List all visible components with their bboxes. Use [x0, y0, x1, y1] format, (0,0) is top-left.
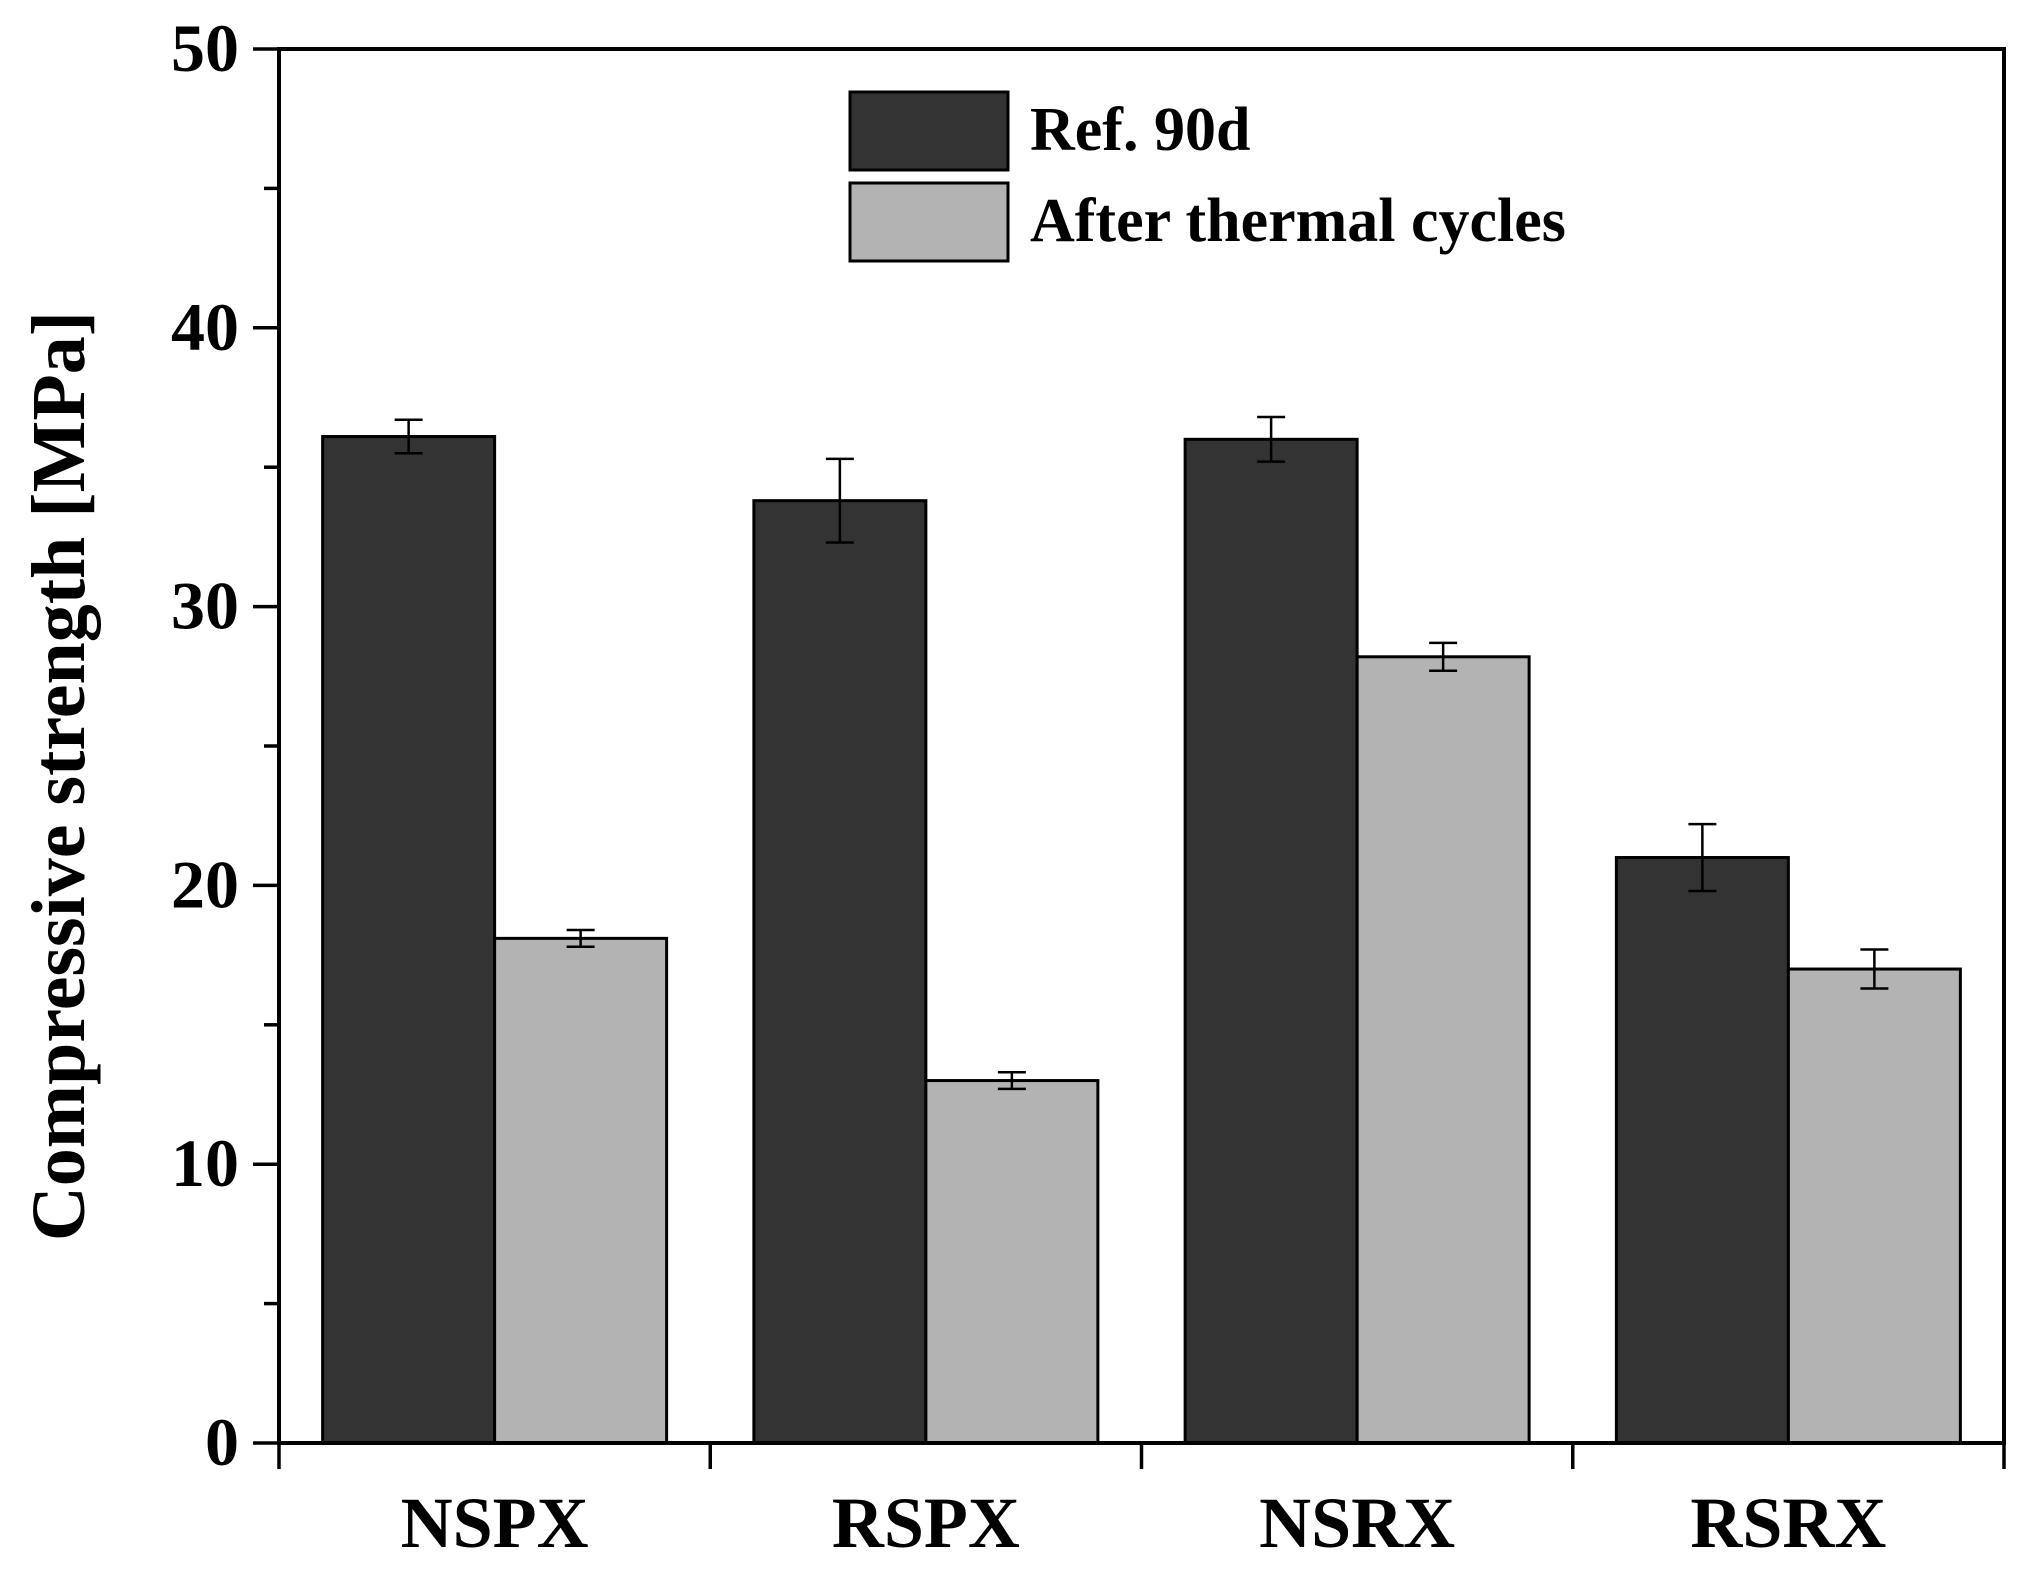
y-tick-label: 30	[171, 568, 239, 644]
bar-rsrx-series-1	[1614, 856, 1790, 1445]
bar-nsrx-series-1	[1183, 437, 1359, 1445]
error-bar-rspx-series-1	[825, 457, 854, 544]
x-category-label: RSPX	[832, 1483, 1020, 1563]
bar-rspx-series-2	[924, 1079, 1100, 1445]
y-tick-label: 40	[171, 289, 239, 365]
y-tick-label: 10	[171, 1125, 239, 1201]
bar-nsrx-series-2	[1355, 655, 1531, 1445]
error-bar-nsrx-series-2	[1429, 641, 1458, 672]
y-axis-ticks: 0 10 20 30 40 50	[171, 10, 279, 1480]
error-bar-rspx-series-2	[997, 1070, 1026, 1091]
x-category-label: NSRX	[1259, 1483, 1455, 1563]
bar-nspx-series-1	[321, 435, 497, 1445]
legend-swatch-series-2	[848, 181, 1010, 263]
error-bar-nspx-series-1	[394, 418, 423, 455]
x-axis-ticks: NSPX RSPX NSRX RSRX	[277, 1443, 2006, 1563]
error-bar-nsrx-series-1	[1257, 415, 1286, 463]
error-bar-nspx-series-2	[566, 928, 595, 948]
x-category-label: NSPX	[401, 1483, 589, 1563]
x-category-label: RSRX	[1690, 1483, 1886, 1563]
y-tick-label: 0	[205, 1404, 239, 1480]
legend-label-series-1: Ref. 90d	[1030, 96, 1250, 164]
legend: Ref. 90d After thermal cycles	[848, 90, 1566, 263]
error-bars-layer	[394, 415, 1889, 1091]
bar-nspx-series-2	[493, 936, 669, 1445]
legend-swatch-series-1	[848, 90, 1010, 172]
y-tick-label: 50	[171, 10, 239, 86]
y-tick-label: 20	[171, 846, 239, 922]
y-axis-title: Compressive strength [MPa]	[17, 311, 101, 1241]
error-bar-rsrx-series-1	[1688, 822, 1717, 893]
legend-label-series-2: After thermal cycles	[1030, 187, 1566, 255]
bars-layer	[321, 435, 1962, 1445]
bar-rspx-series-1	[752, 499, 928, 1445]
error-bar-rsrx-series-2	[1860, 948, 1889, 990]
bar-rsrx-series-2	[1786, 967, 1962, 1445]
